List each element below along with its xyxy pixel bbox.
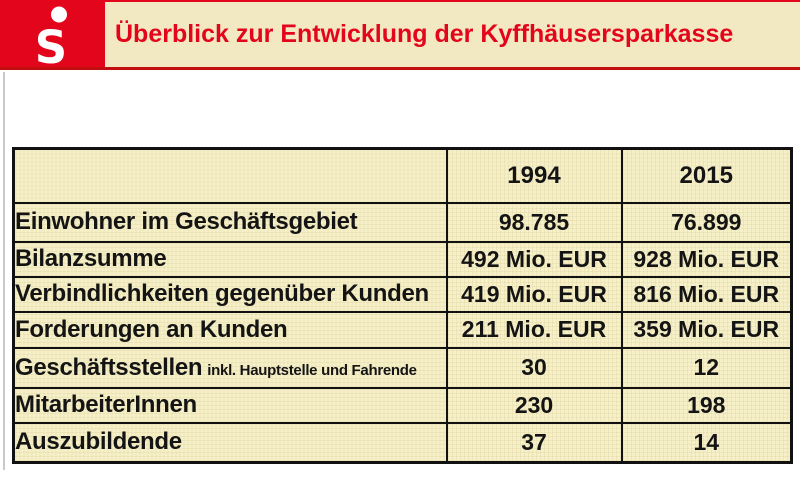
- table-row-verbindlichkeiten: Verbindlichkeiten gegenüber Kunden 419 M…: [12, 275, 793, 313]
- sparkasse-s-icon: S: [34, 6, 67, 65]
- table-row-forderungen: Forderungen an Kunden 211 Mio. EUR 359 M…: [12, 310, 793, 349]
- table-row-auszubildende: Auszubildende 37 14: [12, 421, 793, 464]
- row-label: Geschäftsstellen: [15, 353, 203, 381]
- row-label-suffix: inkl. Hauptstelle und Fahrende: [207, 361, 417, 379]
- cell-value-1994: 30: [445, 346, 623, 389]
- cell-value-1994: 37: [445, 421, 623, 464]
- table-row-geschaeftsstellen: Geschäftsstellen inkl. Hauptstelle und Fa…: [12, 346, 793, 389]
- column-header-blank: [12, 147, 448, 204]
- svg-text:S: S: [34, 21, 66, 65]
- header-bar: S Überblick zur Entwicklung der Kyffhäus…: [0, 0, 800, 70]
- row-label: MitarbeiterInnen: [15, 391, 198, 418]
- column-header-1994: 1994: [445, 147, 623, 204]
- cell-value-2015: 198: [620, 386, 793, 424]
- left-edge-line: [3, 72, 5, 470]
- cell-value-2015: 359 Mio. EUR: [620, 310, 793, 349]
- cell-value-2015: 14: [620, 421, 793, 464]
- column-header-2015: 2015: [620, 147, 793, 204]
- table-row-bilanzsumme: Bilanzsumme 492 Mio. EUR 928 Mio. EUR: [12, 240, 793, 278]
- cell-value-1994: 98.785: [445, 201, 623, 243]
- cell-value-1994: 211 Mio. EUR: [445, 310, 623, 349]
- cell-value-2015: 816 Mio. EUR: [620, 275, 793, 313]
- table-body: Einwohner im Geschäftsgebiet 98.785 76.8…: [12, 201, 793, 464]
- cell-value-2015: 12: [620, 346, 793, 389]
- sparkasse-logo: S: [0, 2, 105, 67]
- row-label: Einwohner im Geschäftsgebiet: [15, 208, 358, 235]
- row-label: Auszubildende: [15, 428, 183, 456]
- cell-value-2015: 928 Mio. EUR: [620, 240, 793, 278]
- page-title: Überblick zur Entwicklung der Kyffhäuser…: [115, 20, 734, 48]
- table-row-mitarbeiterinnen: MitarbeiterInnen 230 198: [12, 386, 793, 424]
- table-header-row: 1994 2015: [12, 147, 793, 204]
- row-label: Verbindlichkeiten gegenüber Kunden: [15, 280, 430, 307]
- cell-value-1994: 230: [445, 386, 623, 424]
- stats-table: 1994 2015 Einwohner im Geschäftsgebiet 9…: [12, 147, 793, 464]
- cell-value-2015: 76.899: [620, 201, 793, 243]
- table-row-einwohner: Einwohner im Geschäftsgebiet 98.785 76.8…: [12, 201, 793, 243]
- row-label: Forderungen an Kunden: [15, 315, 288, 343]
- cell-value-1994: 492 Mio. EUR: [445, 240, 623, 278]
- row-label: Bilanzsumme: [15, 245, 167, 272]
- cell-value-1994: 419 Mio. EUR: [445, 275, 623, 313]
